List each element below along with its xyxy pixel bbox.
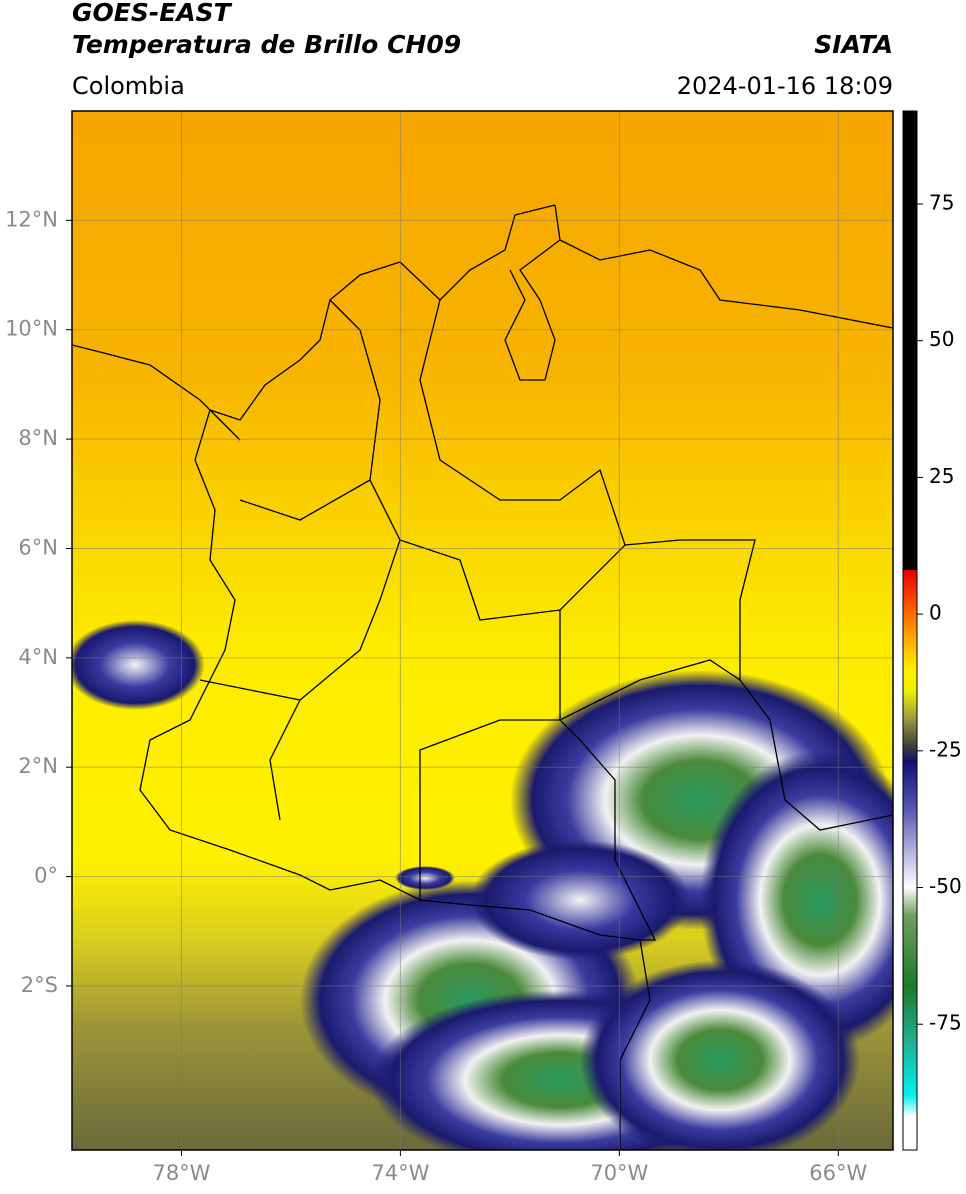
- cloud: [72, 620, 205, 710]
- region: Colombia: [72, 72, 185, 100]
- map-frame: [71, 110, 894, 1151]
- title: GOES-EAST: [72, 0, 233, 27]
- y-tick-label: 2°S: [21, 973, 58, 997]
- x-tick-label: 74°W: [371, 1161, 429, 1185]
- y-tick-label: 0°: [34, 864, 58, 888]
- x-tick-label: 70°W: [590, 1161, 648, 1185]
- colorbar-tick-label: 25: [929, 464, 954, 488]
- colorbar: [902, 110, 918, 1151]
- colorbar-tick-label: -25: [929, 737, 962, 761]
- country-border: [139, 204, 756, 941]
- x-tick-label: 66°W: [809, 1161, 867, 1185]
- subtitle: Temperatura de Brillo CH09: [72, 30, 461, 59]
- colorbar-tick-label: 75: [929, 190, 954, 214]
- colorbar-tick-label: -75: [929, 1011, 962, 1035]
- cloud: [470, 840, 690, 960]
- colorbar-tick-label: 50: [929, 327, 954, 351]
- cloud: [580, 960, 860, 1150]
- x-tick-label: 78°W: [152, 1161, 210, 1185]
- y-tick-label: 2°N: [18, 754, 58, 778]
- graticule: [72, 111, 893, 1150]
- y-tick-label: 12°N: [5, 207, 58, 231]
- y-tick-label: 6°N: [18, 535, 58, 559]
- y-tick-label: 10°N: [5, 317, 58, 341]
- region-border: [199, 299, 626, 900]
- colorbar-tick-label: -50: [929, 874, 962, 898]
- map-image: [72, 111, 893, 1150]
- y-tick-label: 8°N: [18, 426, 58, 450]
- country-border: [72, 204, 893, 1150]
- cloud: [395, 866, 455, 890]
- source: SIATA: [814, 30, 893, 59]
- colorbar-tick-label: 0: [929, 601, 942, 625]
- datetime: 2024-01-16 18:09: [677, 72, 893, 100]
- y-tick-label: 4°N: [18, 645, 58, 669]
